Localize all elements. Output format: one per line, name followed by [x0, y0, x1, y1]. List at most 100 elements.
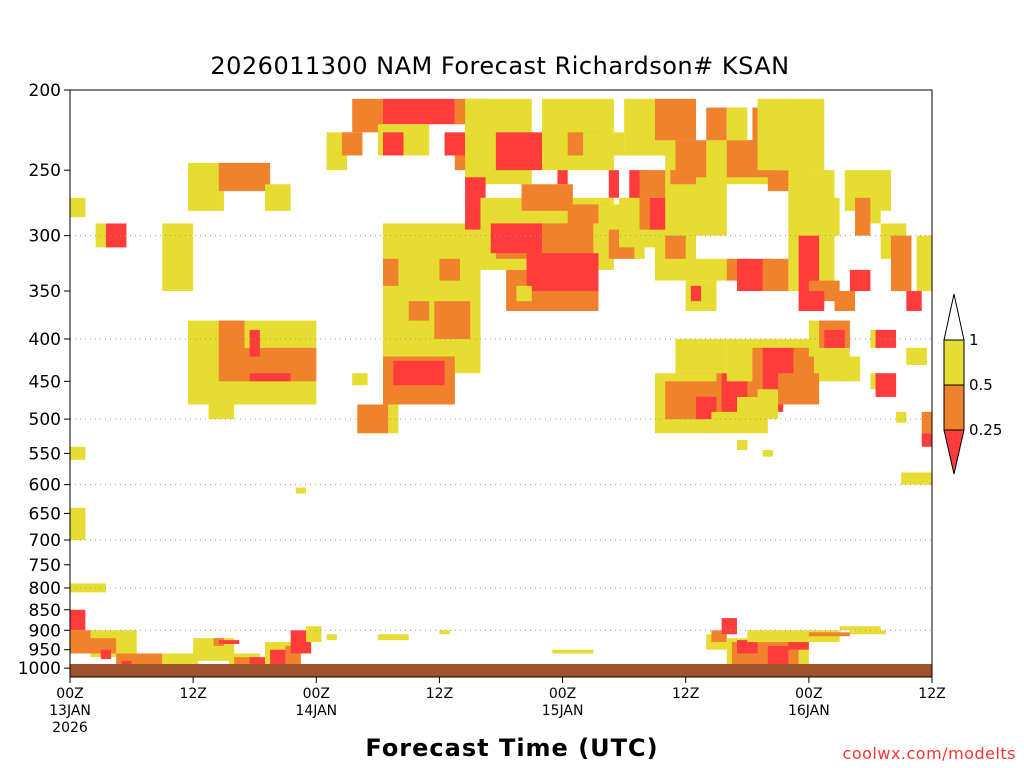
x-tick-label: 12Z [426, 686, 453, 702]
ri-cell-orange [706, 107, 727, 141]
ri-cell-red [824, 329, 845, 348]
y-tick-label: 500 [29, 410, 61, 430]
heatmap-cells [70, 98, 932, 674]
ri-cell-red [270, 649, 286, 669]
ri-cell-red [382, 98, 455, 125]
ri-cell-orange [382, 258, 399, 286]
ri-cell-red [249, 373, 291, 382]
x-tick-date: 2026 [52, 720, 88, 736]
x-tick-label: 12Z [918, 686, 945, 702]
ri-cell-orange [654, 98, 696, 141]
x-tick-label: 00Z [549, 686, 576, 702]
x-tick-label: 00Z [303, 686, 330, 702]
ri-cell-red [105, 223, 127, 248]
ri-cell-red [249, 657, 271, 665]
ri-cell-yellow [757, 98, 825, 171]
ri-cell-orange [711, 630, 727, 643]
ri-cell-yellow [726, 107, 748, 141]
ri-cell-orange [921, 411, 932, 434]
ri-cell-orange [434, 301, 471, 339]
ri-cell-yellow [896, 411, 907, 423]
x-tick-label: 12Z [672, 686, 699, 702]
ri-cell-orange [357, 404, 389, 434]
ri-cell-red [100, 649, 112, 660]
y-tick-label: 400 [29, 330, 61, 350]
ri-cell-orange [90, 638, 117, 654]
ri-cell-red [767, 645, 789, 665]
color-legend: 1 0.5 0.25 [943, 293, 1002, 475]
y-tick-label: 700 [29, 531, 61, 551]
ri-cell-yellow [264, 184, 291, 211]
ri-cell-red [762, 373, 779, 390]
ri-cell-yellow [70, 583, 106, 593]
ri-cell-yellow [306, 626, 322, 643]
ri-cell-yellow [352, 373, 368, 386]
ri-cell-red [690, 285, 702, 302]
legend-swatch-above-1 [943, 293, 965, 341]
legend-swatch-below-0.25 [943, 429, 965, 475]
legend-label: 0.25 [969, 421, 1002, 439]
x-tick-date: 14JAN [295, 703, 337, 719]
ri-cell-yellow [377, 634, 409, 641]
ri-cell-yellow [70, 507, 86, 541]
ri-cell-yellow [295, 487, 307, 494]
ri-cell-yellow [583, 132, 625, 156]
ri-cell-yellow [162, 223, 194, 292]
ri-cell-red [526, 258, 599, 292]
ri-cell-yellow [382, 223, 481, 374]
ri-cell-orange [521, 184, 573, 211]
y-tick-label: 250 [29, 161, 61, 181]
x-tick-label: 00Z [795, 686, 822, 702]
x-tick-label: 00Z [56, 686, 83, 702]
ri-cell-yellow [747, 630, 840, 643]
ri-cell-yellow [916, 235, 932, 292]
ri-cell-red [906, 291, 922, 311]
ri-cell-yellow [685, 280, 717, 311]
ri-cell-yellow [849, 630, 886, 635]
ri-cell-yellow [819, 197, 840, 236]
x-axis-label: Forecast Time (UTC) [365, 734, 659, 762]
watermark: coolwx.com/modelts [842, 744, 1016, 763]
ri-cell-orange [778, 373, 820, 405]
ri-cell-yellow [737, 396, 779, 420]
y-tick-label: 850 [29, 601, 61, 621]
ri-cell-red [495, 132, 543, 171]
ri-cell-yellow [70, 446, 86, 460]
ri-cell-orange [808, 632, 850, 637]
ri-cell-red [798, 291, 825, 311]
ri-cell-red [849, 269, 871, 292]
ri-cell-yellow [70, 197, 86, 218]
ri-cell-red [393, 360, 445, 386]
x-tick-label: 12Z [179, 686, 206, 702]
x-tick-date: 16JAN [788, 703, 830, 719]
ri-cell-orange [218, 162, 271, 192]
ri-cell-yellow [901, 472, 932, 485]
y-tick-label: 600 [29, 476, 61, 496]
ground-bar [70, 664, 932, 677]
legend-label: 1 [969, 331, 979, 349]
ri-cell-orange [341, 132, 363, 156]
ri-cell-orange [890, 235, 912, 292]
legend-swatch-0.25-0.5 [943, 384, 965, 431]
ri-cell-red [444, 132, 466, 156]
ri-cell-yellow [737, 440, 748, 451]
ri-cell-yellow [439, 630, 450, 635]
ri-cell-red [249, 329, 260, 357]
y-tick-label: 350 [29, 282, 61, 302]
ri-cell-orange [834, 291, 856, 311]
ri-cell-red [121, 660, 132, 665]
ri-cell-orange [439, 258, 460, 281]
y-tick-label: 550 [29, 444, 61, 464]
y-tick-label: 650 [29, 504, 61, 524]
ri-cell-orange [665, 235, 686, 259]
ri-cell-yellow [208, 404, 235, 420]
ri-cell-orange [70, 630, 91, 654]
ri-cell-orange [218, 320, 245, 382]
ri-cell-yellow [326, 634, 337, 641]
y-tick-label: 950 [29, 641, 61, 661]
y-tick-label: 200 [29, 81, 61, 101]
ri-cell-red [465, 177, 486, 205]
ri-cell-red [649, 197, 671, 230]
ri-cell-orange [408, 301, 430, 321]
